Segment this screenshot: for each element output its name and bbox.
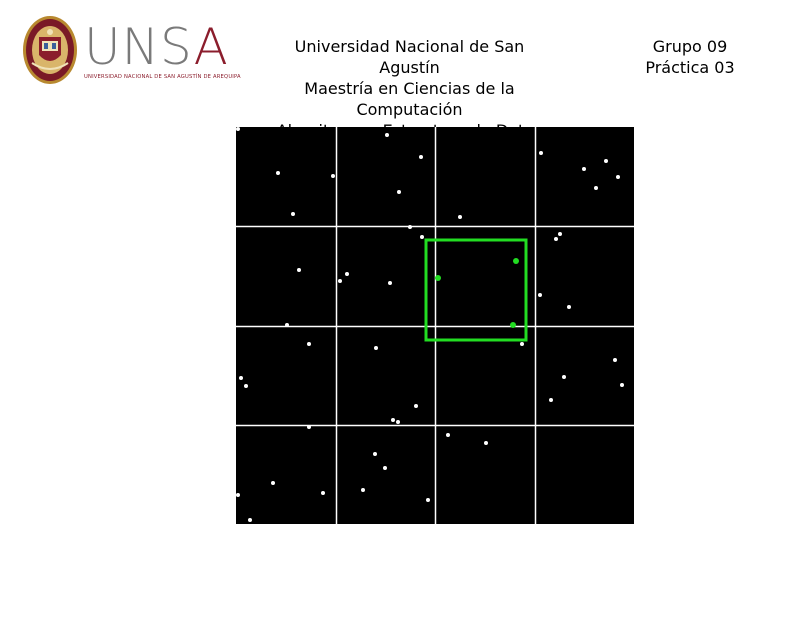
group-label: Grupo 09 xyxy=(652,37,728,56)
header-title-line-1: Universidad Nacional de San Agustín xyxy=(294,37,525,77)
header-title-line-2: Maestría en Ciencias de la Computación xyxy=(304,79,515,119)
data-point xyxy=(291,212,295,216)
data-point xyxy=(616,175,620,179)
data-point xyxy=(613,358,617,362)
data-point xyxy=(297,268,301,272)
data-point xyxy=(236,493,240,497)
data-point xyxy=(419,155,423,159)
data-point xyxy=(408,225,412,229)
brand-block: UNSA UNIVERSIDAD NACIONAL DE SAN AGUSTÍN… xyxy=(84,21,241,80)
data-point xyxy=(373,452,377,456)
data-point xyxy=(388,281,392,285)
university-seal-icon xyxy=(23,16,77,84)
data-point xyxy=(307,342,311,346)
data-point xyxy=(248,518,252,522)
data-point xyxy=(549,398,553,402)
data-point xyxy=(538,293,542,297)
data-point xyxy=(345,272,349,276)
query-rectangle xyxy=(424,238,528,342)
data-point xyxy=(554,237,558,241)
data-point xyxy=(604,159,608,163)
header-group-info: Grupo 09 Práctica 03 xyxy=(628,36,752,78)
unsa-logo: UNSA UNIVERSIDAD NACIONAL DE SAN AGUSTÍN… xyxy=(22,15,241,85)
data-point xyxy=(414,404,418,408)
quadtree-svg xyxy=(236,127,634,524)
data-point xyxy=(391,418,395,422)
data-point xyxy=(458,215,462,219)
data-point xyxy=(276,171,280,175)
data-point xyxy=(374,346,378,350)
data-point xyxy=(446,433,450,437)
query-result-point xyxy=(435,275,441,281)
data-point xyxy=(361,488,365,492)
data-point xyxy=(331,174,335,178)
data-point xyxy=(620,383,624,387)
data-point xyxy=(271,481,275,485)
data-point xyxy=(236,127,240,131)
brand-wordmark: UNSA xyxy=(84,21,241,73)
data-point xyxy=(426,498,430,502)
data-point xyxy=(383,466,387,470)
data-point xyxy=(594,186,598,190)
query-result-point xyxy=(513,258,519,264)
data-point xyxy=(307,425,311,429)
header-title: Universidad Nacional de San Agustín Maes… xyxy=(262,36,557,141)
query-result-point xyxy=(510,322,516,328)
data-point xyxy=(420,235,424,239)
data-point xyxy=(484,441,488,445)
data-point xyxy=(520,342,524,346)
brand-subtitle: UNIVERSIDAD NACIONAL DE SAN AGUSTÍN DE A… xyxy=(84,73,241,80)
data-point xyxy=(239,376,243,380)
data-point xyxy=(385,133,389,137)
data-point xyxy=(396,420,400,424)
data-point xyxy=(321,491,325,495)
data-point xyxy=(582,167,586,171)
brand-main: UNS xyxy=(84,17,194,76)
data-point xyxy=(562,375,566,379)
data-point xyxy=(558,232,562,236)
data-point xyxy=(539,151,543,155)
quadtree-canvas xyxy=(236,127,634,524)
data-point xyxy=(244,384,248,388)
data-point xyxy=(338,279,342,283)
practice-label: Práctica 03 xyxy=(645,58,735,77)
data-point xyxy=(397,190,401,194)
data-point xyxy=(567,305,571,309)
brand-accent: A xyxy=(193,17,229,76)
data-point xyxy=(285,323,289,327)
